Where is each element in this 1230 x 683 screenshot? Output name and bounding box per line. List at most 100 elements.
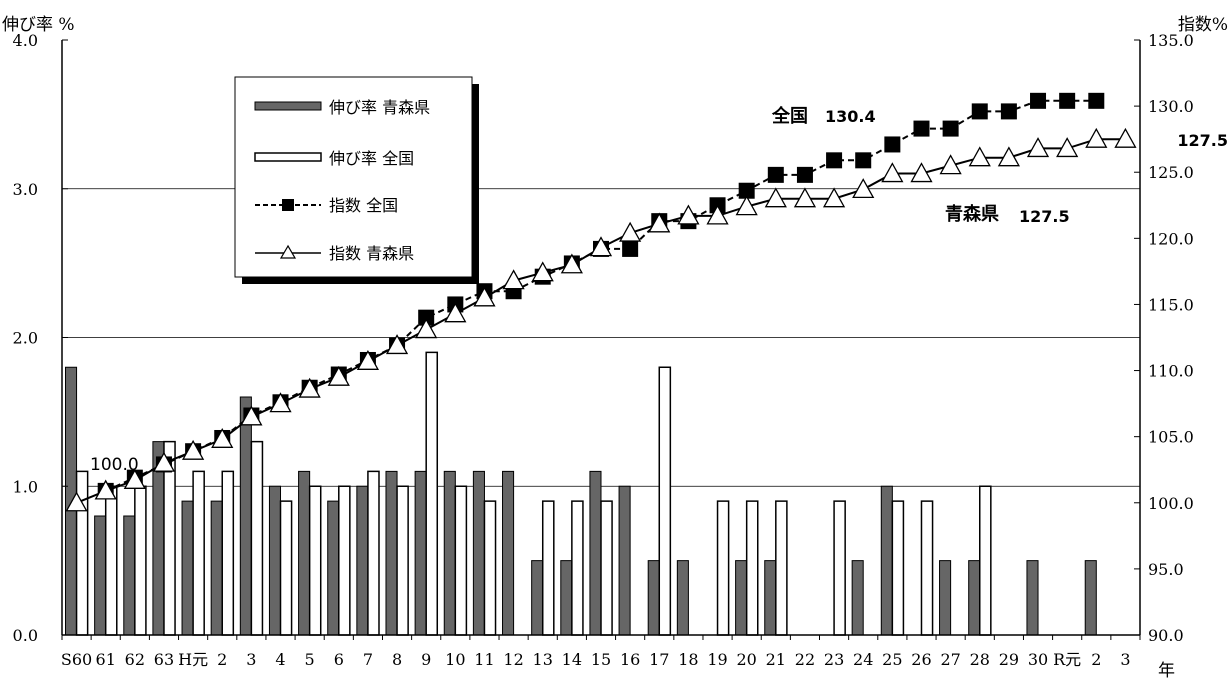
marker-triangle (182, 439, 205, 460)
marker-triangle (939, 154, 962, 175)
y-right-tick-label: 110.0 (1148, 362, 1194, 381)
marker-triangle (94, 479, 117, 500)
marker-triangle (65, 491, 88, 512)
bar-aomori-rate (589, 470, 602, 636)
marker-triangle (764, 187, 787, 208)
marker-triangle (502, 269, 525, 290)
y-right-axis-label: 指数% (1178, 15, 1228, 35)
bar-zenkoku-rate (979, 485, 992, 636)
x-tick-label: 24 (853, 650, 873, 669)
bar-aomori-rate (1084, 560, 1097, 636)
x-tick-label: 17 (649, 650, 669, 669)
y-right-tick-label: 115.0 (1148, 295, 1194, 314)
marker-square (826, 152, 843, 169)
annotation-zenkoku-label: 全国 (771, 105, 808, 127)
x-tick-label: 13 (533, 650, 553, 669)
bar-zenkoku-rate (600, 500, 613, 636)
x-tick-label: 3 (1120, 650, 1130, 669)
bar-zenkoku-rate (221, 470, 235, 636)
legend: 伸び率 青森県 伸び率 全国 指数 全国 指数 青森県 (234, 76, 479, 284)
x-tick-label: 25 (882, 650, 902, 669)
bar-aomori-rate (94, 515, 107, 636)
marker-triangle (415, 318, 438, 339)
bar-zenkoku-rate (250, 440, 264, 636)
marker-square (942, 120, 959, 137)
bar-aomori-rate (1026, 560, 1039, 636)
bar-aomori-rate (210, 500, 223, 636)
x-tick-label: 11 (474, 650, 494, 669)
y-right-tick-label: 125.0 (1148, 163, 1194, 182)
marker-square (738, 182, 755, 199)
x-tick-label: 27 (940, 650, 960, 669)
bar-aomori-rate (385, 470, 398, 636)
x-tick-label: 2 (1091, 650, 1101, 669)
line-series (65, 92, 1137, 512)
legend-swatch-aomori-rate (254, 101, 322, 111)
marker-square (1088, 92, 1105, 109)
bar-aomori-rate (851, 560, 864, 636)
x-tick-label: 14 (562, 650, 582, 669)
y-right-tick-label: 105.0 (1148, 428, 1194, 447)
y-left-tick-label: 4.0 (13, 31, 38, 50)
legend-marker-triangle-icon (279, 244, 297, 259)
bar-zenkoku-rate (775, 500, 788, 636)
bar-aomori-rate (443, 470, 456, 636)
bar-aomori-rate (502, 470, 515, 636)
marker-triangle (735, 195, 758, 216)
x-tick-label: 2 (217, 650, 227, 669)
line-triangle-series (76, 138, 1126, 504)
bar-aomori-rate (880, 485, 893, 636)
x-tick-label: 26 (911, 650, 931, 669)
marker-triangle (619, 221, 642, 242)
x-tick-label: 22 (795, 650, 815, 669)
x-tick-label: 61 (96, 650, 116, 669)
annotation-right-value: 127.5 (1177, 131, 1228, 150)
marker-triangle (269, 392, 292, 413)
x-tick-label: 15 (591, 650, 611, 669)
x-tick-label: 62 (125, 650, 145, 669)
marker-square (855, 152, 872, 169)
y-right-tick-label: 130.0 (1148, 97, 1194, 116)
marker-square (971, 103, 988, 120)
bar-aomori-rate (647, 560, 660, 636)
marker-triangle (444, 302, 467, 323)
bar-zenkoku-rate (279, 500, 293, 636)
bar-zenkoku-rate (454, 485, 468, 636)
marker-square (884, 136, 901, 153)
marker-triangle (822, 187, 846, 208)
legend-label-aomori-rate: 伸び率 青森県 (329, 98, 430, 117)
bar-aomori-rate (735, 560, 748, 636)
marker-triangle (968, 146, 991, 167)
marker-triangle (1056, 137, 1079, 158)
marker-square (796, 166, 813, 183)
axes (61, 39, 1141, 640)
bar-aomori-rate (327, 500, 340, 636)
marker-square (1000, 103, 1017, 120)
x-tick-label: 5 (305, 650, 315, 669)
marker-triangle (211, 427, 234, 448)
x-tick-label: R元 (1053, 650, 1081, 669)
x-tick-label: 4 (275, 650, 285, 669)
bar-aomori-rate (268, 485, 282, 636)
y-right-tick-label: 90.0 (1148, 626, 1184, 645)
bar-aomori-rate (472, 470, 485, 636)
y-left-tick-label: 1.0 (13, 477, 38, 496)
bar-aomori-rate (181, 500, 194, 636)
legend-label-zenkoku-rate: 伸び率 全国 (329, 149, 414, 168)
marker-triangle (356, 349, 380, 370)
marker-triangle (706, 204, 729, 225)
marker-triangle (1026, 137, 1050, 158)
marker-triangle (473, 286, 496, 307)
marker-triangle (560, 253, 583, 274)
x-tick-label: 6 (334, 650, 344, 669)
x-tick-label: 23 (824, 650, 844, 669)
bar-zenkoku-rate (192, 470, 205, 636)
bar-zenkoku-rate (833, 500, 846, 636)
legend-label-aomori-index: 指数 青森県 (329, 244, 414, 263)
marker-triangle (531, 261, 554, 282)
bar-zenkoku-rate (367, 470, 380, 636)
marker-square (913, 120, 930, 137)
bar-aomori-rate (123, 515, 136, 636)
bar-zenkoku-rate (571, 500, 584, 636)
